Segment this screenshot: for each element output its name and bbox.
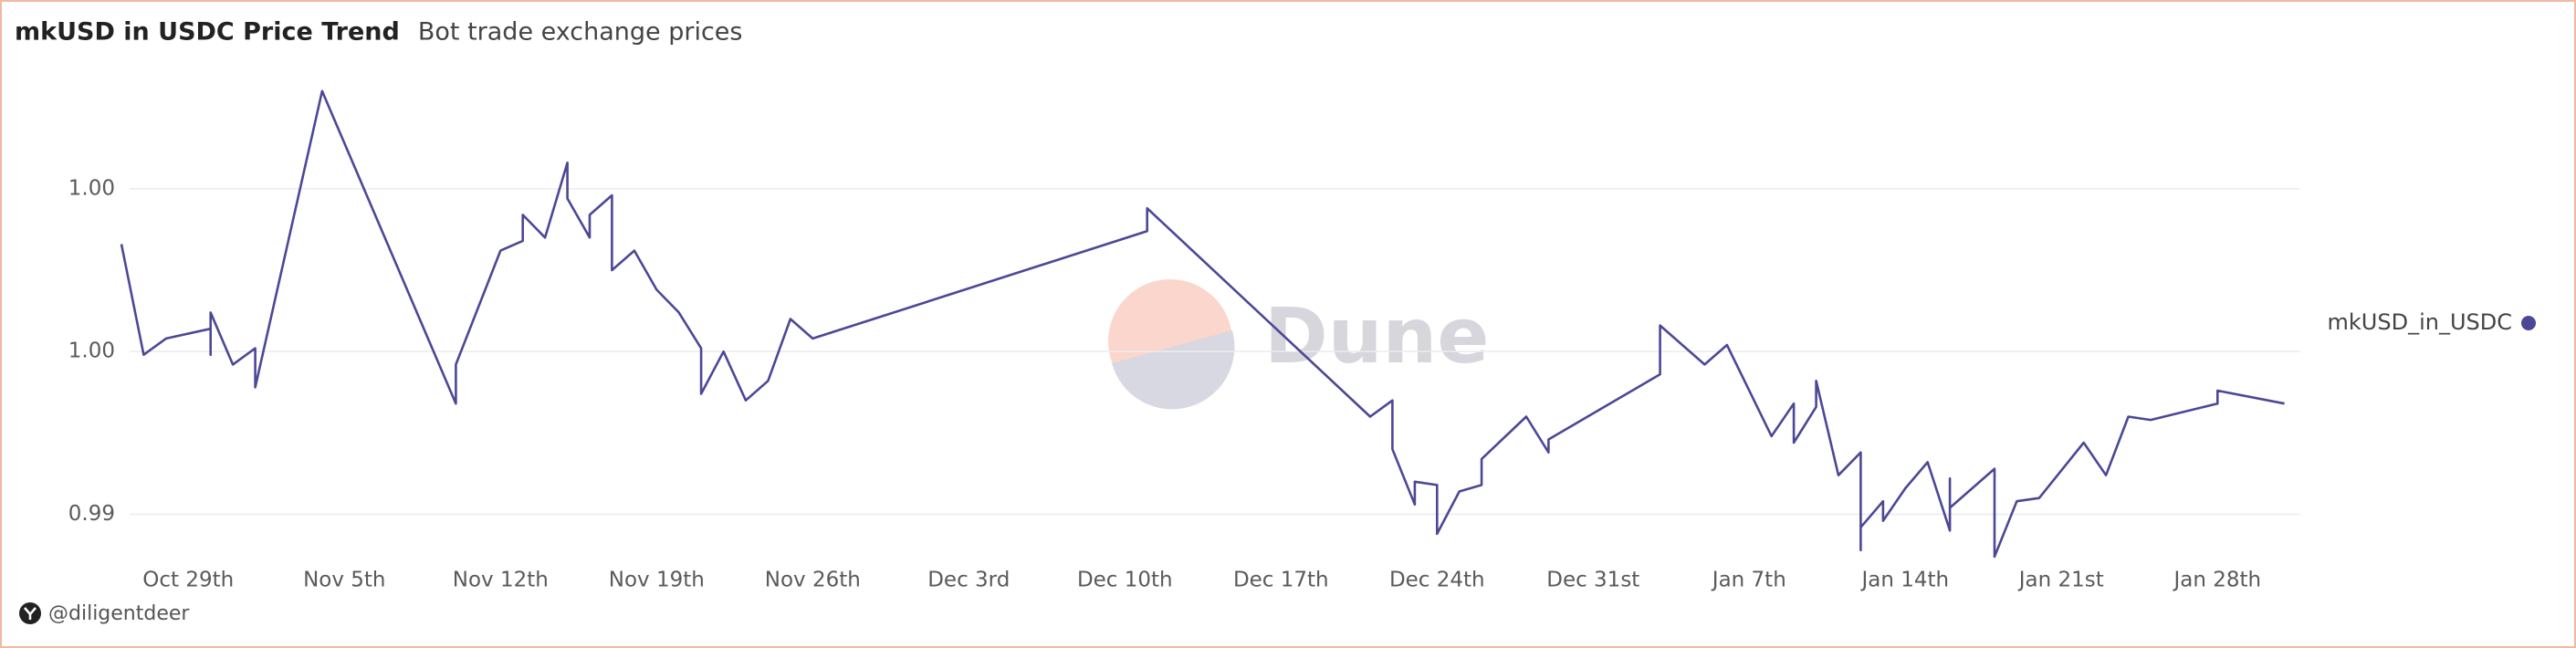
y-tick-label: 1.00: [68, 176, 115, 200]
x-tick-label: Nov 19th: [609, 569, 705, 592]
x-tick-label: Jan 28th: [2172, 569, 2261, 592]
y-tick-label: 0.99: [68, 502, 115, 526]
x-tick-label: Oct 29th: [142, 569, 234, 592]
x-tick-label: Jan 14th: [1859, 569, 1949, 592]
y-tick-label: 1.00: [68, 340, 115, 363]
x-tick-label: Nov 5th: [303, 569, 385, 592]
legend-label: mkUSD_in_USDC: [2328, 309, 2512, 335]
watermark: Dune: [1264, 291, 1489, 381]
x-tick-label: Nov 12th: [453, 569, 549, 592]
watermark-logo: [1108, 279, 1235, 410]
x-tick-label: Jan 7th: [1711, 569, 1786, 592]
x-tick-label: Dec 31st: [1546, 569, 1639, 592]
chart-subtitle: Bot trade exchange prices: [418, 18, 743, 47]
credit: @diligentdeer: [48, 602, 190, 625]
x-tick-label: Jan 21st: [2017, 569, 2104, 592]
x-tick-label: Dec 17th: [1233, 569, 1329, 592]
x-tick-label: Dec 10th: [1077, 569, 1173, 592]
x-tick-label: Dec 3rd: [927, 569, 1010, 592]
chart-title: mkUSD in USDC Price Trend: [15, 18, 400, 47]
credit-icon: [19, 602, 41, 624]
line: [120, 89, 2285, 559]
x-tick-label: Dec 24th: [1389, 569, 1485, 592]
legend-marker: [2521, 316, 2536, 330]
x-tick-label: Nov 26th: [765, 569, 861, 592]
